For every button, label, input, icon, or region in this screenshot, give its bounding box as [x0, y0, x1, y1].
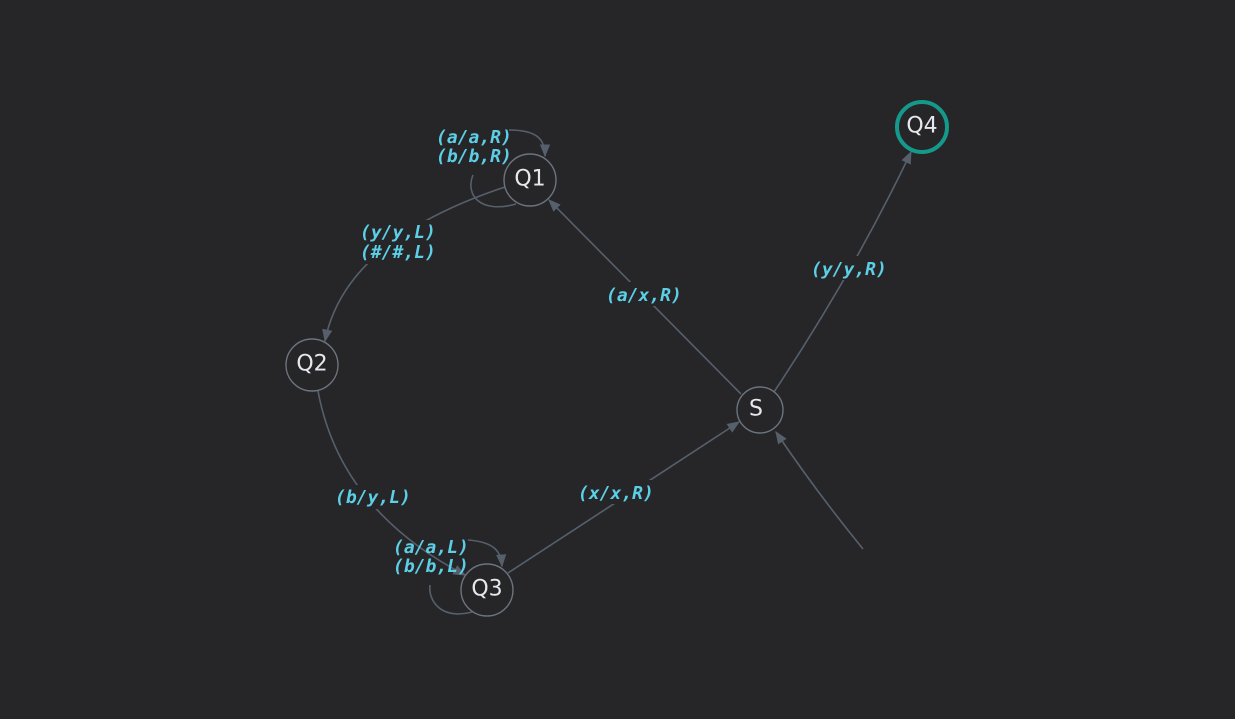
label-q1-loop-1: (a/a,R) — [436, 127, 512, 148]
node-q4-label: Q4 — [906, 114, 937, 139]
label-q1-loop-2: (b/b,R) — [436, 146, 512, 167]
label-s-q1: (a/x,R) — [606, 285, 682, 306]
node-q2[interactable]: Q2 — [285, 338, 339, 392]
label-q3-loop-1: (a/a,L) — [393, 537, 469, 558]
edge-q3-loop — [429, 539, 502, 615]
start-arrow — [775, 430, 864, 550]
label-q3-s: (x/x,R) — [578, 483, 654, 504]
node-s-label: S — [749, 397, 763, 422]
label-q1-q2-2: (#/#,L) — [360, 242, 436, 263]
label-q2-q3: (b/y,L) — [335, 487, 411, 508]
node-q2-label: Q2 — [296, 352, 327, 377]
label-q3-loop-2: (b/b,L) — [393, 556, 469, 577]
node-q3[interactable]: Q3 — [460, 563, 514, 617]
label-q1-q2-1: (y/y,L) — [360, 222, 436, 243]
node-q4[interactable]: Q4 — [895, 100, 949, 154]
node-q3-label: Q3 — [471, 577, 502, 602]
label-s-q4: (y/y,R) — [811, 259, 887, 280]
edge-q1-loop — [470, 129, 545, 208]
node-q1-label: Q1 — [514, 167, 545, 192]
node-s[interactable]: S — [736, 386, 784, 434]
node-q1[interactable]: Q1 — [503, 153, 557, 207]
